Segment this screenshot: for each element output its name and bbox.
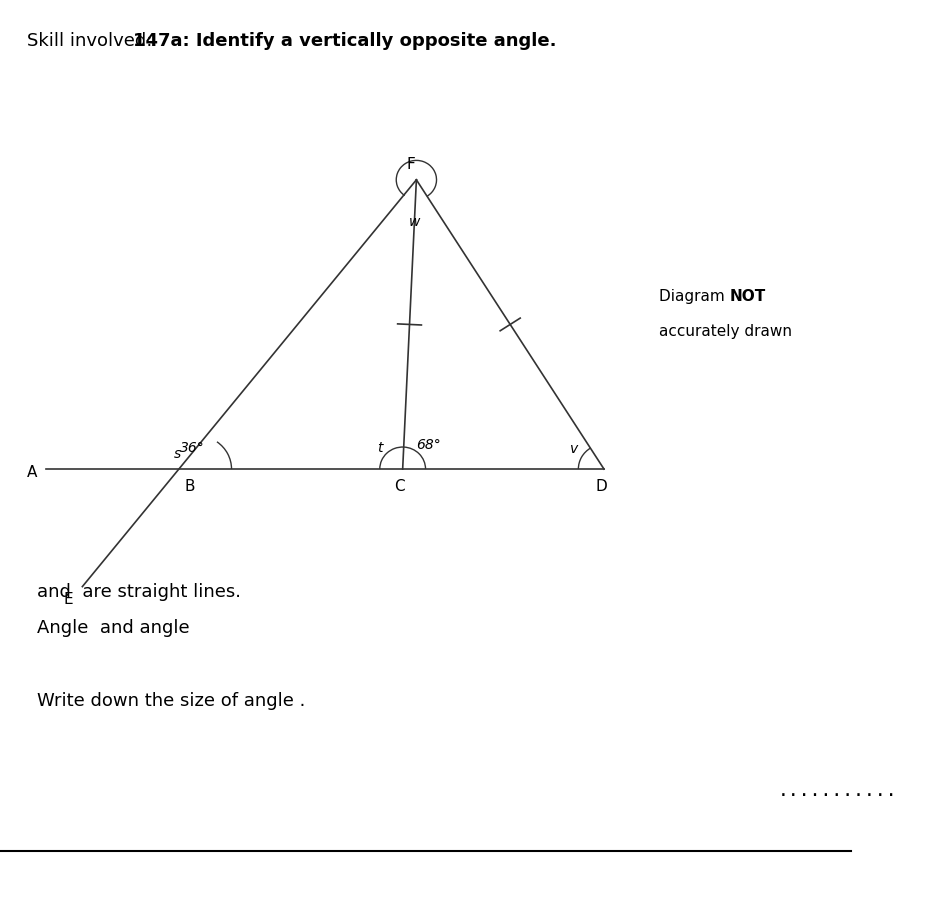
Text: B: B [184,479,195,493]
Text: C: C [394,479,404,493]
Text: t: t [377,441,383,454]
Text: ...........: ........... [778,781,897,799]
Text: Angle  and angle: Angle and angle [36,619,189,637]
Text: D: D [595,479,607,493]
Text: 36°: 36° [180,441,205,454]
Text: F: F [407,157,415,172]
Text: s: s [174,447,181,461]
Text: E: E [64,591,73,606]
Text: and  are straight lines.: and are straight lines. [36,582,241,600]
Text: NOT: NOT [730,289,766,304]
Text: Skill involved:: Skill involved: [28,32,159,50]
Text: accurately drawn: accurately drawn [659,323,792,339]
Text: Diagram: Diagram [659,289,730,304]
Text: Write down the size of angle .: Write down the size of angle . [36,691,305,709]
Text: 68°: 68° [416,438,441,452]
Text: A: A [27,465,37,479]
Text: w: w [409,215,420,228]
Text: 147a: Identify a vertically opposite angle.: 147a: Identify a vertically opposite ang… [133,32,556,50]
Text: v: v [570,442,578,455]
